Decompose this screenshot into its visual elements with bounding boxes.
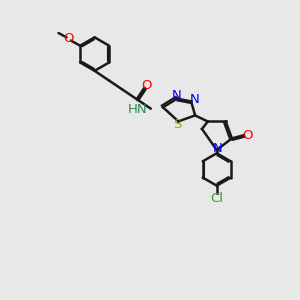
Text: S: S (173, 118, 181, 131)
Text: HN: HN (128, 103, 148, 116)
Text: O: O (242, 129, 253, 142)
Text: O: O (141, 79, 152, 92)
Text: N: N (190, 93, 200, 106)
Text: Cl: Cl (210, 192, 223, 205)
Text: O: O (63, 32, 74, 45)
Text: N: N (172, 89, 182, 102)
Text: N: N (213, 142, 223, 155)
